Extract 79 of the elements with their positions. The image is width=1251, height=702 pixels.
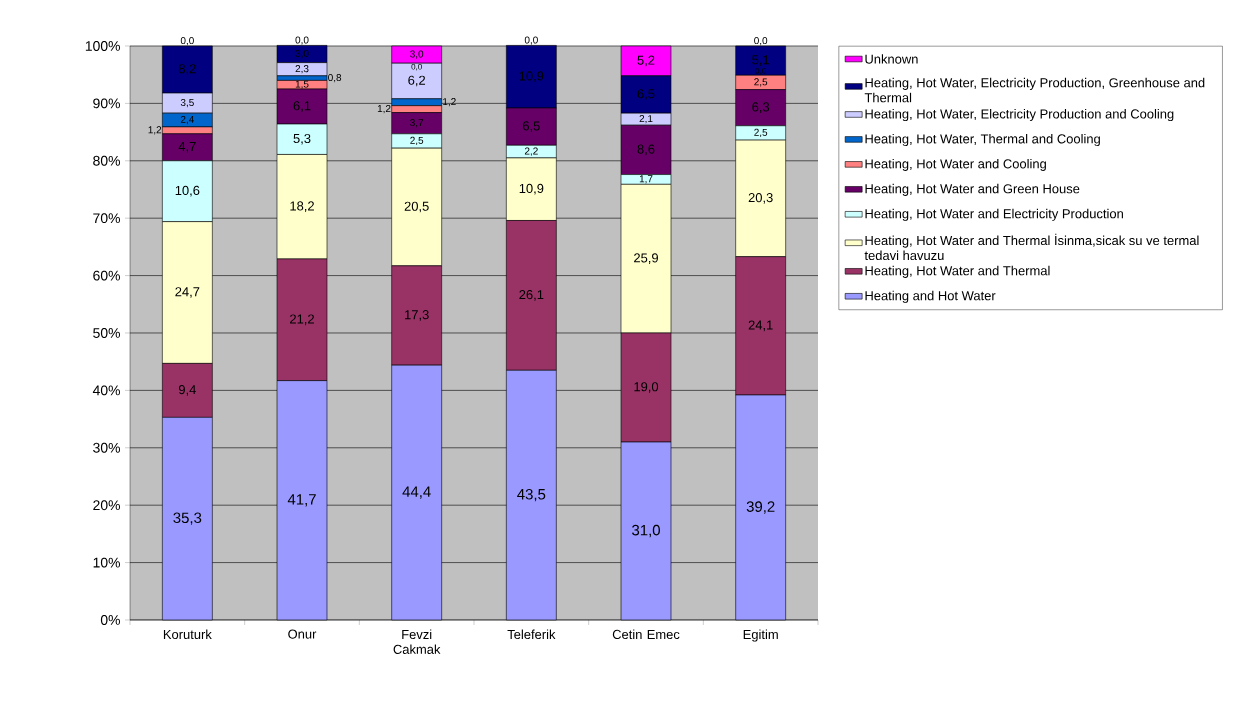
legend-label: Heating, Hot Water, Thermal and Cooling (865, 133, 1100, 147)
y-tick-label: 50% (93, 328, 120, 338)
y-tick-label: 80% (93, 155, 120, 166)
y-tick-label: 60% (93, 270, 120, 281)
y-tick-label: 20% (93, 500, 120, 511)
data-label: 1,7 (639, 175, 653, 184)
data-label: 3,0 (410, 50, 424, 59)
data-label: 8,2 (178, 64, 196, 75)
data-label: 41,7 (287, 494, 316, 507)
legend-label: Heating, Hot Water and Thermal İsinma,sicak su ve termal tedavi havuzu (864, 233, 1199, 261)
legend-label: Heating and Hot Water (865, 290, 996, 303)
data-label: 5,2 (637, 55, 655, 67)
data-label: 0,0 (295, 36, 309, 45)
data-label: 6,3 (752, 102, 770, 114)
data-label: 1,5 (295, 80, 309, 89)
data-label: 0,0 (754, 37, 768, 46)
data-label: 10,9 (519, 71, 544, 83)
legend-label: Heating, Hot Water, Electricity Production, Greenhouse and Thermal (864, 77, 1205, 103)
data-label: 18,2 (290, 201, 314, 213)
data-label: 2,2 (524, 147, 538, 156)
x-tick-label: Cetin Emec (612, 629, 680, 640)
data-label: 26,1 (519, 290, 544, 301)
data-label: 2,1 (639, 115, 653, 124)
data-label: 0,0 (524, 36, 538, 45)
data-label: 2,5 (754, 128, 768, 138)
legend-label: Heating, Hot Water and Electricity Production (865, 208, 1123, 221)
x-tick-label: Koruturk (163, 629, 212, 640)
data-label: 1,2 (443, 98, 456, 107)
data-label: 20,5 (404, 201, 429, 213)
x-tick-label: Fevzi Cakmak (393, 629, 441, 654)
data-label: 21,2 (290, 314, 314, 326)
y-tick-label: 40% (92, 385, 120, 396)
data-label: 0,0 (180, 37, 194, 46)
legend-label: Heating, Hot Water, Electricity Production and Cooling (865, 108, 1174, 122)
data-label: 35,3 (173, 512, 202, 525)
data-label: 6,5 (637, 89, 655, 100)
data-label: 19,0 (634, 382, 659, 393)
data-label: 39,2 (746, 501, 775, 514)
data-label: 20,3 (748, 193, 773, 204)
y-tick-label: 100% (85, 41, 120, 51)
data-label: 3,5 (180, 98, 194, 108)
data-label: 2,5 (410, 136, 424, 146)
y-tick-label: 70% (93, 213, 120, 224)
data-label: 6,1 (293, 101, 311, 112)
y-tick-label: 0% (100, 615, 120, 625)
data-label: 24,7 (175, 287, 200, 298)
x-tick-label: Onur (288, 629, 317, 639)
data-label: 5,3 (293, 133, 311, 145)
legend-label: Heating, Hot Water and Thermal (865, 265, 1050, 278)
data-label: 0,8 (328, 74, 342, 83)
data-label: 6,2 (408, 75, 426, 87)
data-label: 8,6 (637, 144, 655, 156)
data-label: 6,5 (523, 121, 540, 132)
data-label: 2,3 (295, 65, 309, 74)
data-label: 2,4 (180, 115, 194, 125)
data-label: 3,7 (410, 119, 424, 128)
y-tick-label: 30% (93, 442, 120, 453)
data-label: 24,1 (748, 320, 773, 332)
data-label: 25,9 (634, 253, 658, 264)
data-label: 9,4 (178, 385, 196, 396)
data-label: 3,0 (295, 49, 309, 59)
data-label: 2,5 (754, 78, 768, 87)
y-tick-label: 90% (93, 98, 120, 109)
x-tick-label: Teleferik (507, 629, 556, 640)
legend-label: Heating, Hot Water and Cooling (865, 158, 1046, 171)
data-label: 4,7 (178, 142, 196, 153)
legend-label: Unknown (865, 54, 918, 64)
y-tick-label: 10% (93, 557, 120, 568)
data-label: 10,6 (175, 185, 200, 197)
data-label: 5,1 (752, 55, 770, 66)
data-label: 44,4 (402, 486, 431, 499)
x-tick-label: Egitim (743, 629, 778, 642)
data-label: 17,3 (405, 310, 429, 321)
data-label: 10,9 (519, 183, 544, 195)
data-label: 31,0 (632, 524, 660, 538)
legend-label: Heating, Hot Water and Green House (865, 183, 1080, 196)
data-label: 43,5 (517, 488, 546, 502)
data-label: 1,2 (148, 126, 162, 135)
data-label: 1,2 (377, 105, 391, 114)
